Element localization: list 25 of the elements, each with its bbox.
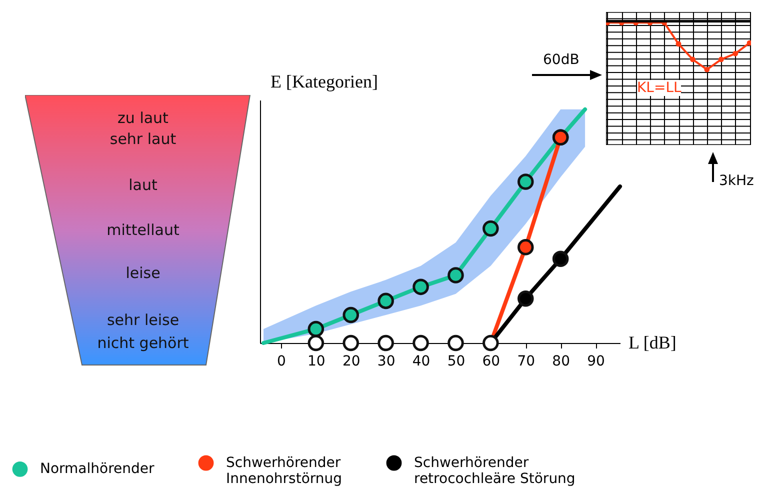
x-tick-label: 90 — [587, 354, 605, 370]
text: nicht gehört — [97, 334, 189, 352]
text: 3kHz — [719, 173, 754, 189]
text: sehr laut — [110, 130, 176, 148]
legend-label: Normalhörender — [40, 461, 155, 478]
x-tick-label: 70 — [517, 354, 536, 370]
x-tick-label: 0 — [277, 354, 286, 370]
text: leise — [126, 264, 160, 282]
text: laut — [128, 176, 158, 194]
x-tick-label: 20 — [342, 354, 360, 370]
x-tick-label: 10 — [308, 354, 326, 370]
text: KL=LL — [637, 80, 682, 96]
text: sehr leise — [106, 311, 180, 329]
legend-label: Schwerhörender retrocochleäre Störung — [414, 455, 576, 487]
x-tick-label: 40 — [412, 354, 430, 370]
text: zu laut — [118, 109, 168, 127]
legend-label: Schwerhörender Innenohrstörnug — [226, 455, 342, 487]
x-tick-label: 80 — [552, 354, 570, 370]
text: mittellaut — [106, 221, 180, 239]
x-axis-title: L [dB] — [628, 332, 676, 352]
x-tick-label: 30 — [377, 354, 396, 370]
x-tick-label: 50 — [447, 354, 466, 370]
x-tick-label: 60 — [482, 354, 500, 370]
text: 60dB — [543, 52, 580, 68]
y-axis-title: E [Kategorien] — [270, 72, 378, 92]
